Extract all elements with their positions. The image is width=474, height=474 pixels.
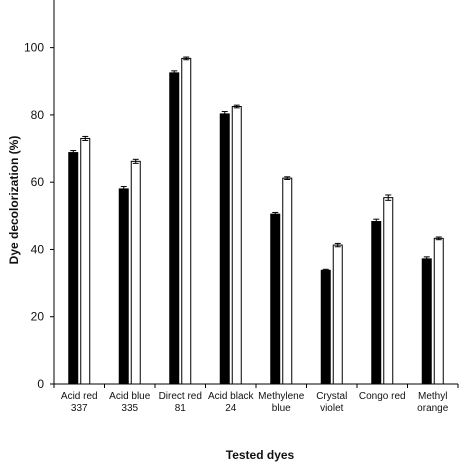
category-labels: Acid red 337 Acid blue 335 Direct red 81 Acid … — [61, 391, 449, 414]
bar-series-1 — [118, 188, 129, 385]
bar-series-2 — [332, 244, 343, 385]
error-bar — [322, 268, 329, 272]
bars — [68, 56, 444, 385]
y-tick-label: 40 — [31, 242, 45, 256]
bar-series-2 — [383, 197, 394, 385]
error-bar — [385, 194, 392, 201]
bar-series-1 — [169, 72, 180, 385]
error-bar — [183, 56, 190, 61]
y-tick-label: 80 — [31, 108, 45, 122]
bar-series-2 — [433, 237, 444, 385]
error-bar — [284, 176, 291, 180]
error-bar — [373, 218, 380, 225]
y-tick-label: 100 — [24, 41, 44, 55]
y-tick-label: 0 — [37, 377, 44, 391]
y-tick-label: 20 — [31, 310, 45, 324]
category-label: Acid blue 335 — [109, 391, 151, 414]
error-bar — [423, 256, 430, 262]
error-bar — [435, 236, 442, 241]
bar-series-1 — [421, 258, 432, 385]
bar-series-2 — [181, 57, 192, 385]
error-bar — [82, 135, 89, 141]
bar-series-1 — [270, 213, 281, 385]
error-bar — [120, 186, 127, 192]
bar-series-2 — [80, 137, 91, 385]
error-bar — [132, 158, 139, 164]
bar-series-1 — [219, 113, 230, 385]
bar-series-2 — [231, 106, 242, 385]
x-axis — [53, 383, 459, 388]
y-tick-label: 60 — [31, 175, 45, 189]
error-bar — [70, 150, 77, 156]
bar-series-1 — [371, 221, 382, 385]
bar-series-1 — [320, 269, 331, 385]
y-axis: 0 20 40 60 80 100 — [24, 0, 55, 391]
bar-series-2 — [130, 160, 141, 385]
category-label: Congo red — [359, 391, 406, 402]
bar-series-2 — [282, 177, 293, 385]
category-label: Methyl orange — [417, 391, 449, 414]
bar-series-1 — [68, 152, 79, 385]
error-bar — [221, 111, 228, 117]
error-bar — [171, 70, 178, 76]
error-bar — [334, 242, 341, 248]
category-label: Methylene blue — [258, 391, 305, 414]
category-label: Acid red 337 — [61, 391, 98, 414]
y-axis-title: Dye decolorization (%) — [7, 136, 21, 265]
error-bar — [233, 104, 240, 109]
error-bar — [272, 211, 279, 217]
category-label: Acid black 24 — [208, 391, 255, 414]
category-label: Crystal violet — [316, 391, 347, 414]
x-axis-title: Tested dyes — [226, 448, 295, 462]
category-label: Direct red 81 — [159, 391, 202, 414]
